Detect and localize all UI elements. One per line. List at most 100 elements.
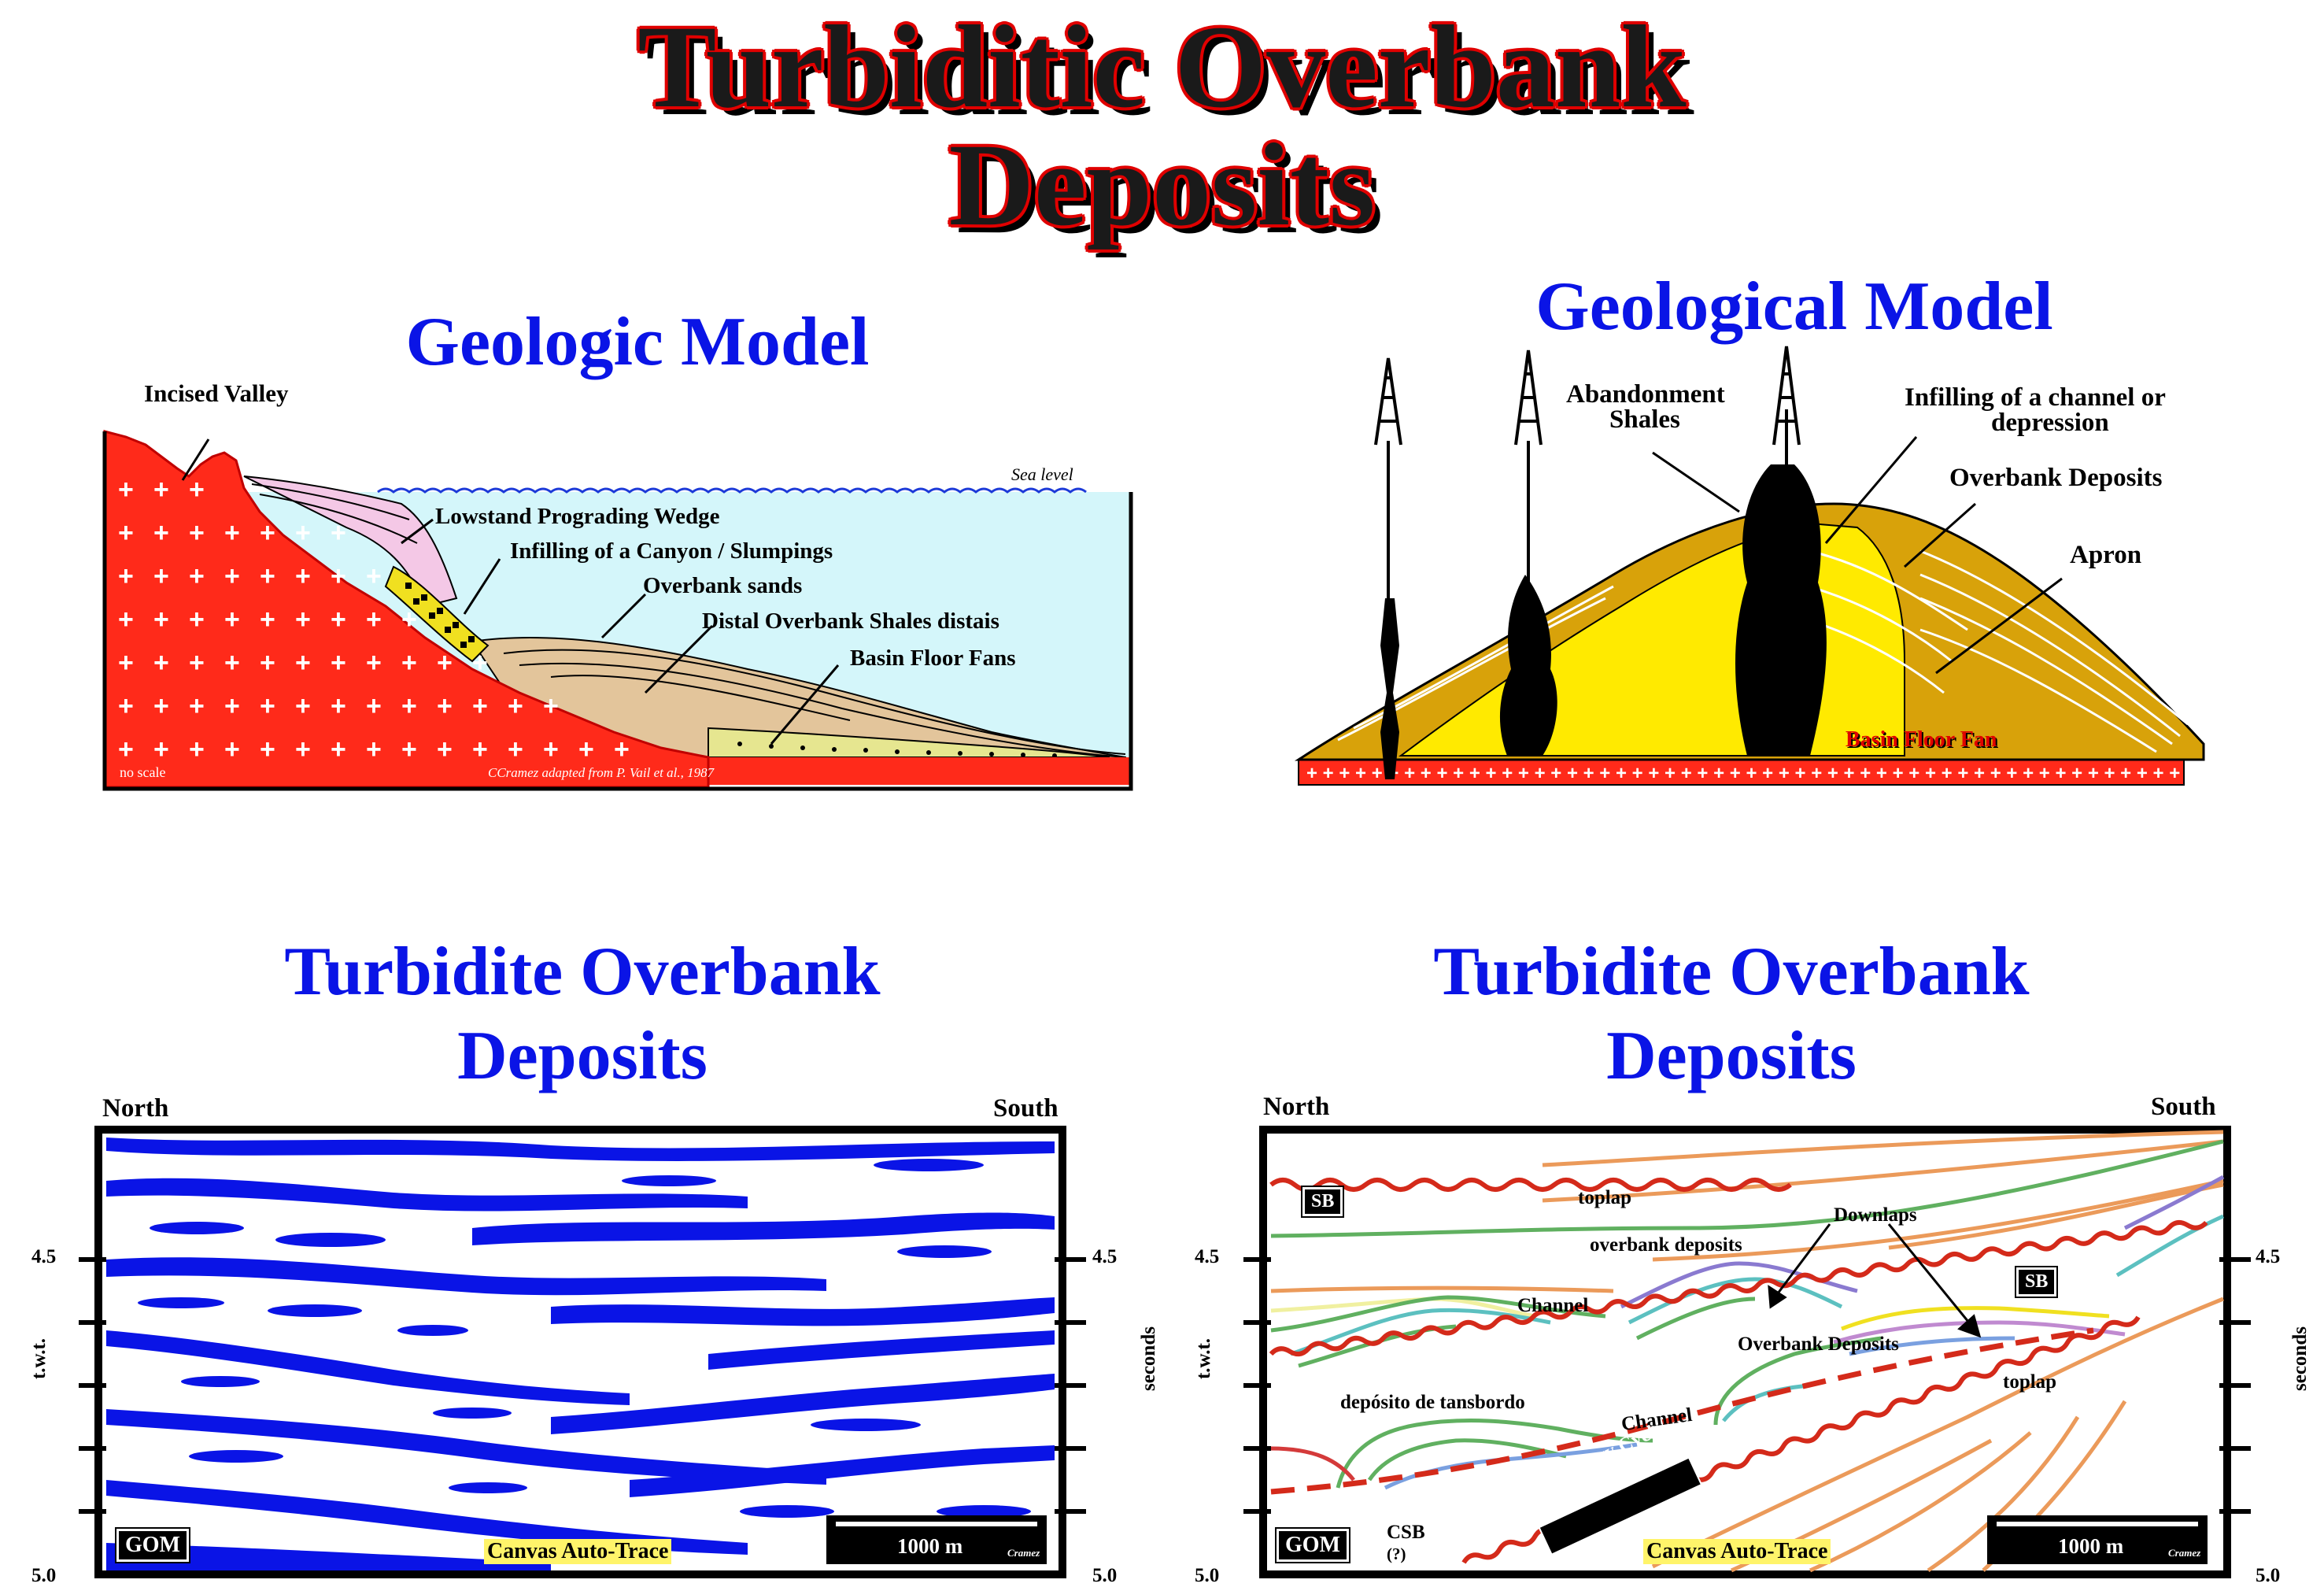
svg-text:+: + (260, 648, 275, 678)
geologic-model-title: Geologic Model (405, 304, 870, 380)
svg-text:+: + (260, 605, 275, 634)
br-gom-badge: GOM (1275, 1527, 1350, 1563)
svg-text:+: + (295, 605, 311, 634)
svg-text:+: + (189, 734, 205, 764)
svg-text:+: + (437, 691, 453, 721)
br-tick-4-5-right: 4.5 (2256, 1246, 2281, 1267)
svg-text:+: + (401, 648, 417, 678)
br-channel-1: Channel (1517, 1295, 1589, 1316)
svg-text:+: + (578, 734, 594, 764)
svg-text:+: + (614, 734, 630, 764)
br-overbank-deposits: overbank deposits (1590, 1234, 1742, 1256)
label-basin-floor-fans: Basin Floor Fans (850, 646, 1016, 671)
label-overbank-deposits: Overbank Deposits (1949, 464, 2163, 492)
label-apron: Apron (2070, 541, 2142, 569)
svg-text:+: + (153, 475, 169, 505)
svg-text:+: + (118, 648, 134, 678)
svg-text:+: + (508, 734, 523, 764)
bl-canvas-label: Canvas Auto-Trace (484, 1539, 672, 1564)
br-title-line2: Deposits (1606, 1018, 1857, 1094)
br-tick-4-5-left: 4.5 (1195, 1246, 1220, 1267)
bl-scale-line (836, 1522, 1037, 1526)
br-downlaps: Downlaps (1834, 1204, 1917, 1226)
br-scale-bar: 1000 m Cramez (1987, 1515, 2208, 1564)
label-lowstand-wedge: Lowstand Prograding Wedge (435, 504, 720, 529)
svg-text:+: + (189, 518, 205, 548)
svg-text:+: + (295, 648, 311, 678)
svg-text:+: + (118, 518, 134, 548)
br-north: North (1263, 1093, 1330, 1121)
bl-title-line1: Turbidite Overbank (284, 934, 881, 1010)
svg-text:+: + (260, 691, 275, 721)
br-axis-right: seconds (2289, 1326, 2311, 1391)
svg-text:+: + (331, 561, 346, 591)
svg-text:+: + (401, 691, 417, 721)
svg-text:+: + (118, 691, 134, 721)
svg-text:+: + (260, 561, 275, 591)
bl-title-line2: Deposits (457, 1018, 708, 1094)
svg-text:+: + (118, 475, 134, 505)
br-deposito: depósito de tansbordo (1340, 1392, 1525, 1413)
svg-text:+: + (118, 561, 134, 591)
svg-text:+: + (401, 734, 417, 764)
br-title-line1: Turbidite Overbank (1433, 934, 2030, 1010)
main-title-line1: Turbiditic Overbank (637, 2, 1687, 132)
label-no-scale: no scale (120, 764, 166, 780)
br-sb-badge-1: SB (1300, 1186, 1345, 1218)
bl-tick-4-5-right: 4.5 (1092, 1246, 1118, 1267)
svg-text:+: + (295, 734, 311, 764)
br-toplap-2: toplap (2003, 1371, 2057, 1393)
label-infill-channel-1: Infilling of a channel or (1905, 383, 2166, 412)
svg-text:+: + (331, 648, 346, 678)
svg-text:+: + (224, 691, 240, 721)
svg-text:+: + (224, 734, 240, 764)
svg-text:+: + (331, 734, 346, 764)
bl-gom-badge: GOM (115, 1527, 190, 1563)
svg-text:+: + (224, 518, 240, 548)
br-axis-left: t.w.t. (1193, 1337, 1214, 1380)
label-infill-channel-2: depression (1991, 409, 2109, 437)
svg-text:+: + (189, 648, 205, 678)
label-canyon-infill: Infilling of a Canyon / Slumpings (510, 538, 833, 564)
br-sb-badge-2: SB (2014, 1266, 2059, 1298)
svg-text:+: + (153, 561, 169, 591)
svg-text:+: + (118, 605, 134, 634)
br-csb: CSB (1387, 1522, 1425, 1543)
svg-text:+: + (366, 734, 382, 764)
svg-text:+: + (401, 605, 417, 634)
svg-text:+: + (153, 648, 169, 678)
bl-scale-text: 1000 m (897, 1534, 963, 1558)
svg-text:+: + (224, 561, 240, 591)
svg-text:+: + (295, 561, 311, 591)
svg-text:+: + (437, 734, 453, 764)
label-abandonment: Abandonment (1566, 380, 1725, 409)
br-tick-5-0-left: 5.0 (1195, 1565, 1220, 1586)
svg-text:+: + (189, 561, 205, 591)
svg-text:+: + (118, 734, 134, 764)
bl-tick-4-5-left: 4.5 (31, 1246, 57, 1267)
svg-text:+: + (366, 648, 382, 678)
bl-tick-5-0-right: 5.0 (1092, 1565, 1118, 1586)
svg-text:+: + (543, 734, 559, 764)
br-scale-text: 1000 m (2058, 1534, 2124, 1558)
svg-text:+: + (153, 691, 169, 721)
svg-text:+: + (224, 648, 240, 678)
br-scale-line (1997, 1522, 2198, 1526)
bl-tick-5-0-left: 5.0 (31, 1565, 57, 1586)
svg-text:+: + (189, 605, 205, 634)
svg-text:+: + (472, 691, 488, 721)
svg-text:+: + (331, 691, 346, 721)
bl-south: South (993, 1094, 1059, 1123)
main-title-line2: Deposits (948, 120, 1376, 250)
svg-text:+: + (153, 518, 169, 548)
label-shales: Shales (1609, 405, 1680, 434)
svg-text:+: + (366, 605, 382, 634)
svg-text:+: + (295, 518, 311, 548)
svg-text:+: + (153, 734, 169, 764)
label-credit: CCramez adapted from P. Vail et al., 198… (488, 765, 715, 780)
bl-north: North (102, 1094, 169, 1123)
br-canvas-label: Canvas Auto-Trace (1643, 1539, 1831, 1564)
